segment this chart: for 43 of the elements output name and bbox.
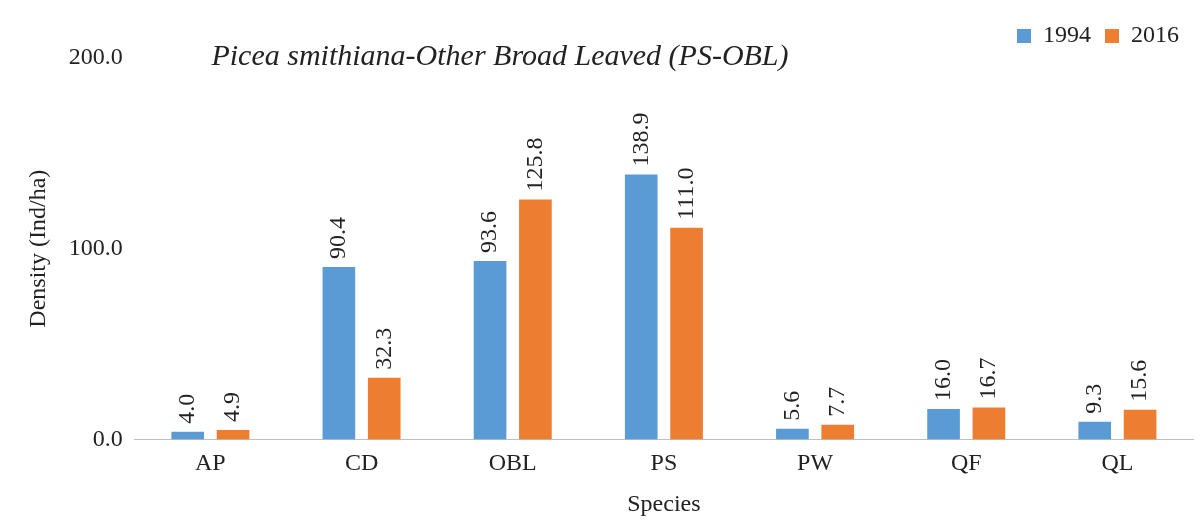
data-label: 138.9 <box>626 112 653 167</box>
bar <box>171 431 205 440</box>
x-tick-label: PS <box>650 449 678 476</box>
data-label: 9.3 <box>1080 383 1107 414</box>
legend-label: 2016 <box>1131 21 1179 48</box>
x-tick-label: AP <box>195 449 226 476</box>
y-tick-label: 100.0 <box>68 234 123 260</box>
bar <box>670 227 703 440</box>
y-tick-label: 200.0 <box>68 43 123 70</box>
data-label: 125.8 <box>520 137 547 192</box>
legend-label: 1994 <box>1043 21 1091 48</box>
data-label: 7.7 <box>823 386 850 417</box>
x-tick-label: OBL <box>488 449 537 476</box>
x-tick-label: QL <box>1101 449 1134 476</box>
bar <box>972 407 1006 440</box>
y-axis-title: Density (Ind/ha) <box>23 169 50 328</box>
data-label: 4.0 <box>173 393 200 424</box>
data-label: 4.9 <box>218 392 245 423</box>
data-label: 16.7 <box>974 357 1001 400</box>
x-tick-label: PW <box>797 449 834 476</box>
bar <box>216 430 250 440</box>
bar <box>776 428 809 440</box>
bar <box>624 174 658 440</box>
bar <box>367 377 401 440</box>
data-label: 90.4 <box>324 217 351 260</box>
bar <box>1078 421 1112 440</box>
data-label: 16.0 <box>928 358 955 401</box>
x-tick-label: CD <box>344 449 379 476</box>
data-label: 15.6 <box>1125 359 1152 402</box>
data-label: 5.6 <box>777 390 804 421</box>
x-axis-title: Species <box>627 489 701 516</box>
bar <box>519 199 552 440</box>
bar <box>322 267 356 440</box>
data-label: 93.6 <box>475 210 502 253</box>
bar <box>821 424 855 440</box>
bar <box>927 408 960 440</box>
data-label: 111.0 <box>671 167 698 220</box>
bar <box>1123 409 1157 440</box>
x-tick-label: QF <box>950 449 982 476</box>
data-label: 32.3 <box>369 327 396 370</box>
bar <box>473 260 507 440</box>
y-tick-label: 0.0 <box>92 424 123 451</box>
chart-title: Picea smithiana-Other Broad Leaved (PS-OBL) <box>211 38 789 71</box>
